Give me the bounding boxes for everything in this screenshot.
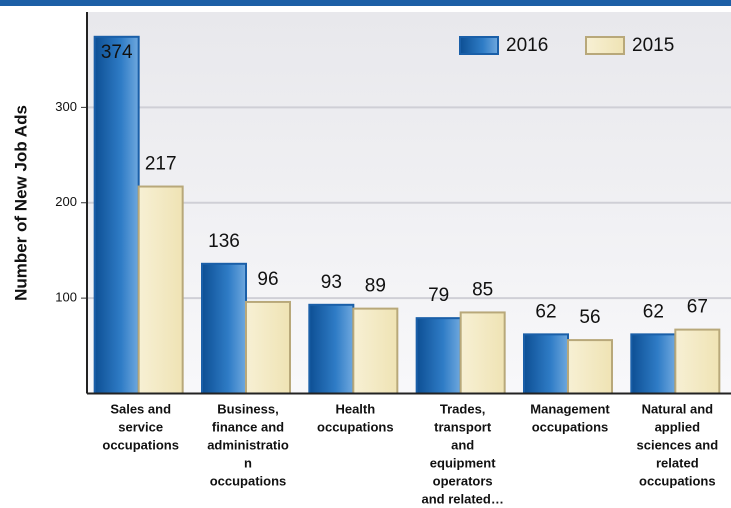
bar bbox=[137, 185, 184, 395]
legend-label: 2015 bbox=[632, 35, 674, 56]
value-label: 93 bbox=[321, 272, 342, 293]
x-tick-label: finance and bbox=[212, 419, 284, 434]
x-tick-label: occupations bbox=[532, 419, 609, 434]
x-tick-label: service bbox=[118, 419, 163, 434]
x-tick-label: and bbox=[451, 437, 474, 452]
bar bbox=[523, 333, 569, 395]
bar bbox=[459, 311, 506, 395]
x-tick-label: Natural and bbox=[642, 401, 714, 416]
x-tick-label: related bbox=[656, 455, 699, 470]
bar bbox=[201, 262, 247, 395]
bar bbox=[674, 328, 721, 395]
x-tick-label: Sales and bbox=[110, 401, 171, 416]
value-label: 79 bbox=[428, 285, 449, 306]
value-label: 56 bbox=[579, 307, 600, 328]
x-tick-label: Management bbox=[530, 401, 610, 416]
x-tick-label: occupations bbox=[210, 473, 287, 488]
x-tick-label: n bbox=[244, 455, 252, 470]
x-tick-label: occupations bbox=[317, 419, 394, 434]
y-tick-label: 200 bbox=[55, 194, 77, 209]
x-tick-label: and related… bbox=[421, 491, 503, 506]
value-label: 217 bbox=[145, 154, 177, 175]
bar bbox=[245, 300, 291, 395]
bar bbox=[352, 307, 399, 395]
value-label: 62 bbox=[643, 301, 664, 322]
y-tick-label: 300 bbox=[55, 99, 77, 114]
x-tick-label: occupations bbox=[102, 437, 179, 452]
y-tick-label: 100 bbox=[55, 290, 77, 305]
legend-swatch bbox=[459, 36, 499, 55]
value-label: 96 bbox=[257, 269, 278, 290]
value-label: 374 bbox=[101, 42, 133, 63]
x-tick-label: sciences and bbox=[637, 437, 719, 452]
value-label: 62 bbox=[535, 301, 556, 322]
bar bbox=[308, 303, 355, 395]
bar bbox=[630, 333, 677, 395]
value-label: 85 bbox=[472, 279, 493, 300]
bar bbox=[93, 35, 140, 395]
x-tick-label: Health bbox=[335, 401, 375, 416]
x-tick-label: transport bbox=[434, 419, 492, 434]
legend-swatch bbox=[585, 36, 625, 55]
x-tick-label: Trades, bbox=[440, 401, 486, 416]
value-label: 89 bbox=[365, 276, 386, 297]
top-bar bbox=[0, 0, 731, 6]
bar bbox=[415, 317, 462, 395]
value-label: 67 bbox=[687, 297, 708, 318]
x-tick-label: Business, bbox=[217, 401, 278, 416]
y-axis-label: Number of New Job Ads bbox=[11, 105, 30, 301]
x-tick-label: equipment bbox=[430, 455, 496, 470]
x-tick-label: operators bbox=[433, 473, 493, 488]
x-tick-label: occupations bbox=[639, 473, 716, 488]
value-label: 136 bbox=[208, 231, 240, 252]
x-tick-label: administratio bbox=[207, 437, 289, 452]
legend-label: 2016 bbox=[506, 35, 548, 56]
x-tick-label: applied bbox=[655, 419, 701, 434]
bar bbox=[567, 339, 613, 395]
